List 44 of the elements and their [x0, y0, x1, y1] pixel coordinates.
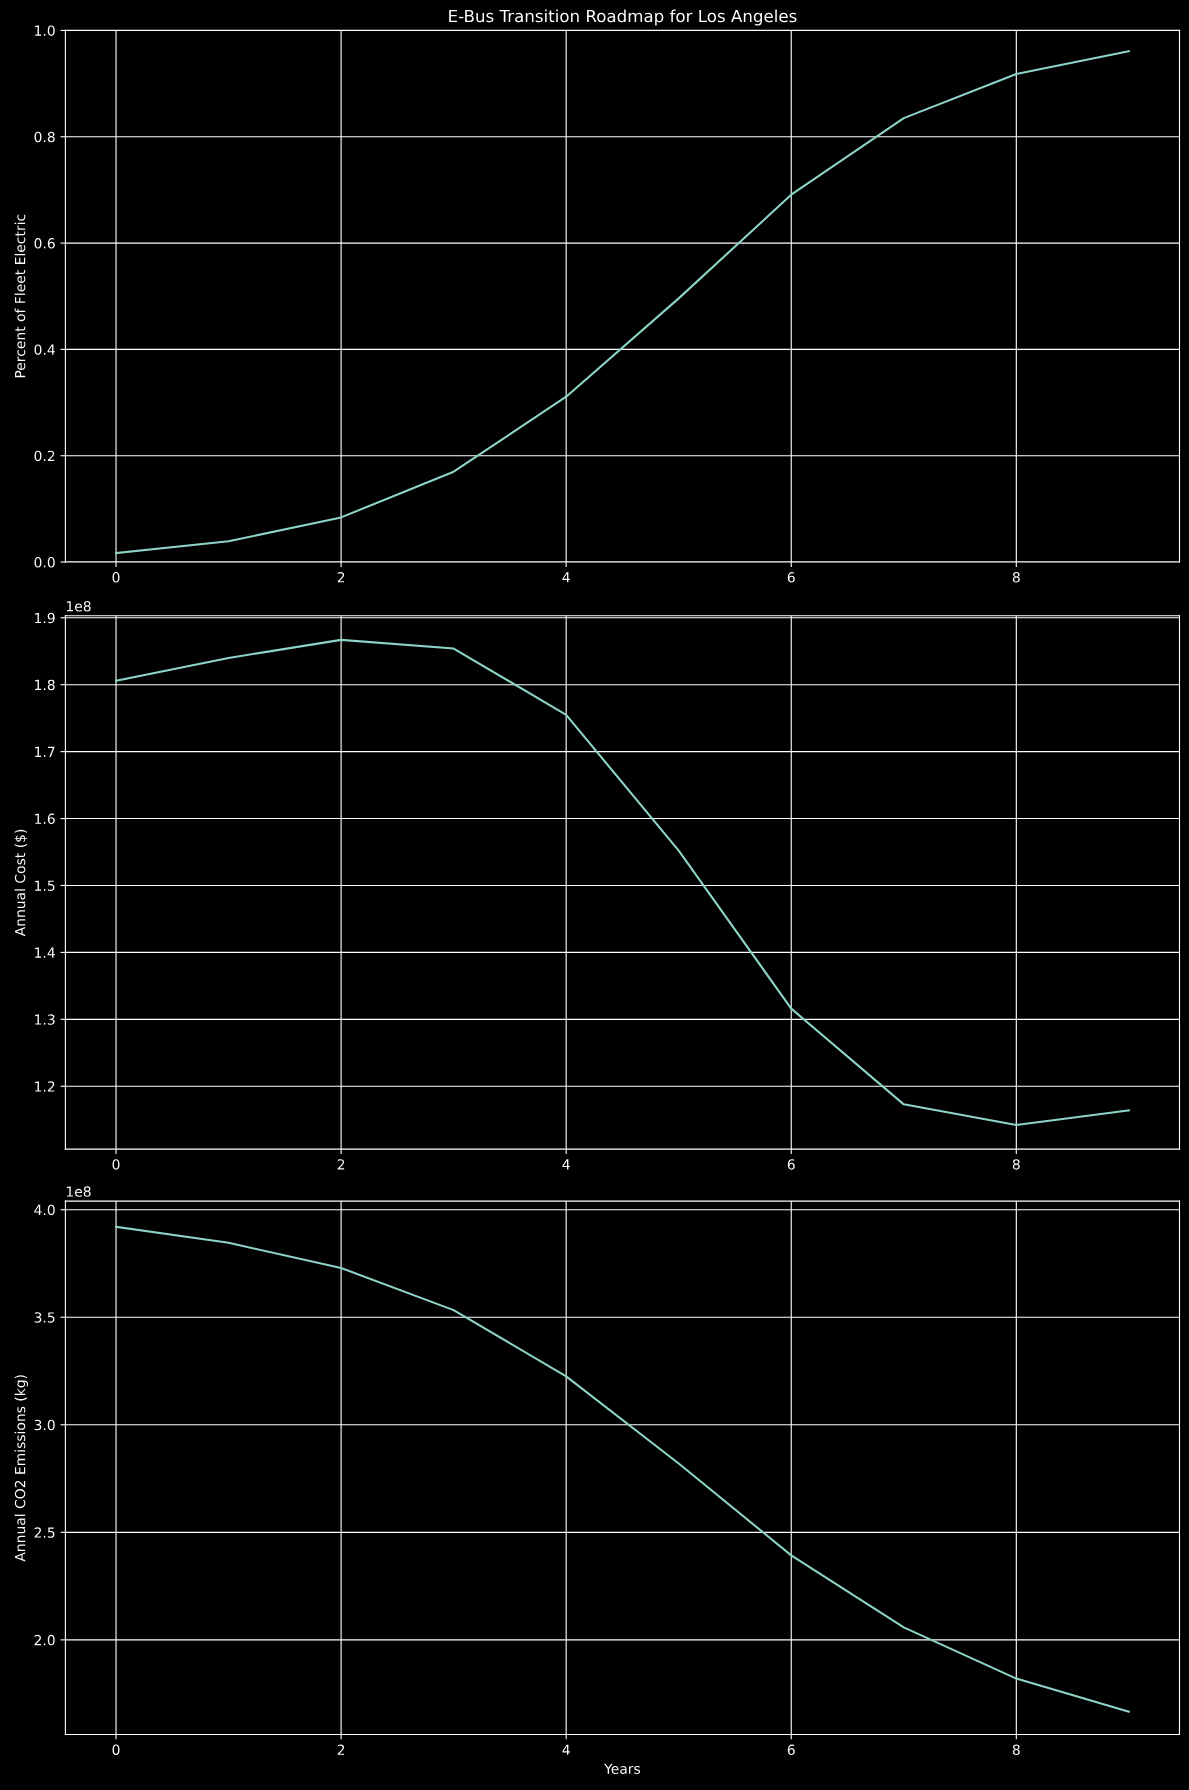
x-tick-label: 4	[562, 572, 570, 583]
x-tick-label: 8	[1012, 1744, 1020, 1755]
x-tick-label: 0	[112, 1744, 120, 1755]
x-tick-label: 2	[337, 572, 345, 583]
text: 1e8	[66, 1186, 91, 1197]
x-tick-label: 2	[337, 1159, 345, 1170]
x-tick-label: 2	[337, 1744, 345, 1755]
line-series	[115, 638, 1130, 1127]
y-tick-label: 0.0	[34, 557, 55, 568]
line-series	[115, 1225, 1130, 1713]
y-axis-title: Annual CO2 Emissions (kg)	[14, 1375, 29, 1562]
y-tick-label: 1.4	[35, 947, 55, 958]
line-series	[115, 50, 1130, 555]
y-tick-label: 0.8	[34, 131, 55, 143]
y-tick-label: 0.4	[34, 344, 55, 355]
x-tick-label: 4	[562, 1744, 570, 1755]
y-axis-title: Percent of Fleet Electric	[14, 214, 26, 378]
y-tick-label: 1.7	[35, 746, 55, 757]
y-tick-label: 3.5	[34, 1312, 55, 1323]
x-tick-label: 4	[562, 1159, 570, 1170]
y-tick-label: 1.8	[35, 679, 55, 691]
y-tick-label: 1.6	[35, 813, 55, 825]
y-tick-label: 1.2	[35, 1081, 55, 1092]
y-tick-label: 1.5	[35, 880, 55, 891]
y-tick-label: 1.0	[35, 25, 55, 36]
x-tick-label: 0	[112, 572, 120, 583]
x-tick-label: 6	[787, 572, 795, 583]
y-tick-label: 0.2	[34, 450, 55, 462]
y-tick-label: 2.0	[34, 1634, 55, 1646]
y-tick-label: 3.0	[34, 1419, 55, 1431]
y-axis-title: Annual Cost ($)	[14, 829, 28, 937]
x-tick-label: 0	[112, 1159, 120, 1170]
y-tick-label: 1.9	[35, 612, 55, 624]
x-tick-label: 6	[787, 1159, 795, 1170]
x-tick-label: 8	[1012, 572, 1020, 583]
y-tick-label: 1.3	[35, 1014, 55, 1025]
x-axis-title: Years	[604, 1763, 641, 1774]
chart-title: E-Bus Transition Roadmap for Los Angeles	[449, 9, 797, 26]
text: 1e8	[66, 600, 91, 612]
y-tick-label: 2.5	[34, 1527, 55, 1538]
y-tick-label: 0.6	[34, 238, 55, 249]
x-tick-label: 6	[787, 1744, 795, 1755]
y-tick-label: 4.0	[34, 1204, 55, 1216]
x-tick-label: 8	[1012, 1159, 1020, 1170]
